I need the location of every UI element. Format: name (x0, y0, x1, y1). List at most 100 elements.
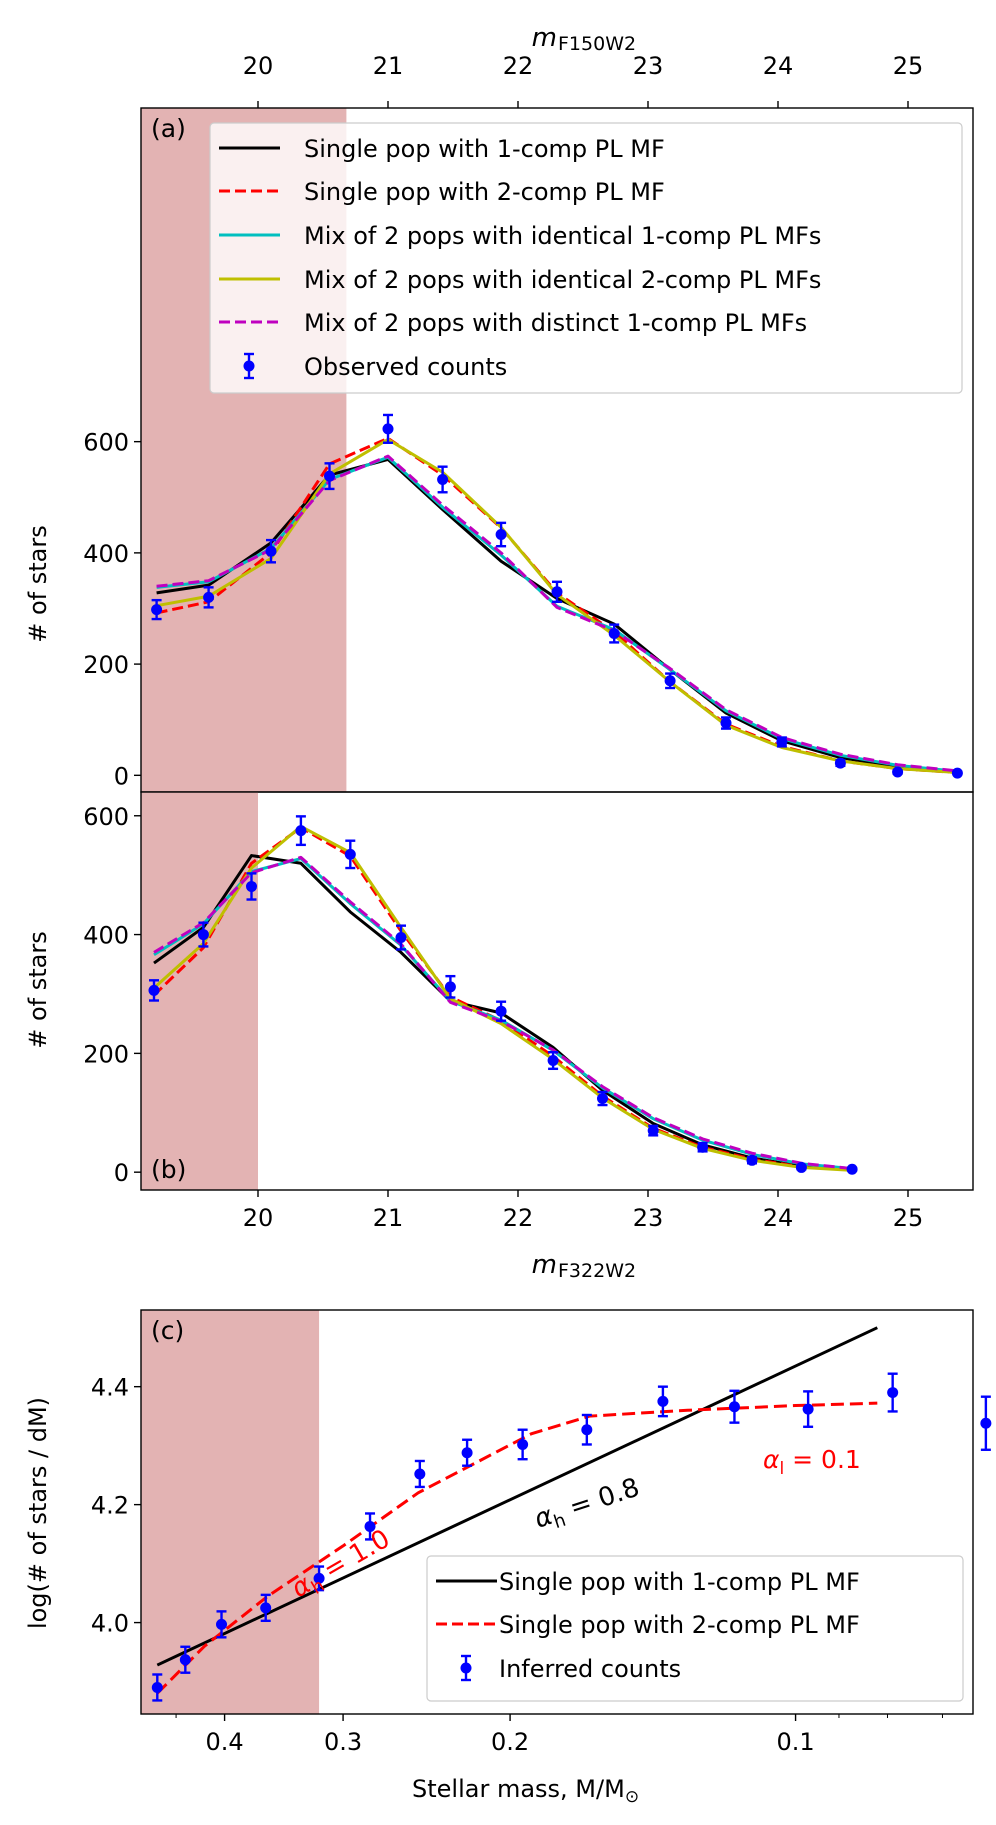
b-observed-point (395, 924, 407, 951)
a-top-xtick-label: 25 (893, 52, 924, 80)
c-marker (151, 1681, 163, 1693)
c-inferred-point (260, 1593, 272, 1623)
a-marker (203, 591, 215, 603)
a-top-xtick-label: 24 (763, 52, 794, 80)
c-inferred-point (581, 1413, 593, 1446)
a-top-xtick-label: 22 (503, 52, 534, 80)
b-observed-point (647, 1124, 659, 1137)
c-legend-entry-0: Single pop with 1-comp PL MF (499, 1568, 860, 1596)
b-observed-point (444, 974, 456, 999)
b-observed-point (795, 1161, 807, 1173)
c-marker (260, 1602, 272, 1614)
a-observed-point (495, 521, 507, 548)
c-ann2-rest: = 0.1 (784, 1445, 861, 1474)
c-legend-entry-2: Inferred counts (499, 1655, 681, 1683)
c-annotation-alpha-l-01: αl = 0.1 (763, 1445, 861, 1479)
a-marker (265, 545, 277, 557)
c-inferred-point (414, 1459, 426, 1489)
c-marker (414, 1468, 426, 1480)
b-observed-point (697, 1141, 709, 1153)
a-top-axis-label: m (532, 23, 557, 53)
c-inferred-point (980, 1395, 992, 1451)
c-series-line-0 (156, 1326, 878, 1667)
c-inferred-point (364, 1512, 376, 1541)
c-marker (657, 1395, 669, 1407)
b-observed-point (547, 1050, 559, 1071)
b-marker (295, 825, 307, 837)
b-marker (597, 1093, 608, 1105)
b-excluded-region (141, 792, 258, 1190)
a-marker (151, 604, 163, 616)
b-xtick-label: 23 (633, 1204, 664, 1232)
c-ytick-label: 4.4 (91, 1374, 129, 1402)
c-marker (461, 1447, 473, 1459)
c-ytick-label: 4.0 (91, 1610, 129, 1638)
c-marker (728, 1401, 740, 1413)
a-marker (495, 529, 507, 541)
b-marker (647, 1125, 659, 1137)
a-legend-marker (243, 360, 255, 372)
c-inferred-point (728, 1389, 740, 1424)
b-ytick-label: 400 (83, 922, 129, 950)
a-legend-entry-5: Observed counts (304, 353, 507, 381)
a-observed-point (324, 462, 335, 491)
b-observed-point (148, 979, 160, 1002)
a-series-line-4 (156, 454, 958, 773)
c-marker (581, 1424, 593, 1436)
b-observed-point (495, 1000, 507, 1022)
b-observed-point (846, 1163, 858, 1175)
a-observed-point (608, 623, 620, 644)
c-xtick-label: 0.4 (206, 1728, 244, 1756)
a-marker (951, 767, 963, 779)
b-observed-point (746, 1154, 758, 1166)
b-marker (395, 932, 407, 944)
c-ytick-label: 4.2 (91, 1492, 129, 1520)
a-ytick-label: 0 (114, 762, 129, 790)
b-marker (846, 1163, 858, 1175)
a-legend-entry-2: Mix of 2 pops with identical 1-comp PL M… (304, 222, 821, 250)
a-top-xtick-label: 21 (373, 52, 404, 80)
a-observed-point (776, 736, 788, 748)
a-top-xtick-label: 23 (633, 52, 664, 80)
c-inferred-point (802, 1390, 814, 1428)
c-marker (216, 1618, 228, 1630)
c-marker (179, 1654, 191, 1666)
a-observed-point (382, 413, 394, 444)
b-xtick-label: 20 (243, 1204, 274, 1232)
a-marker (664, 675, 676, 687)
a-observed-point (265, 538, 277, 564)
a-legend-entry-0: Single pop with 1-comp PL MF (304, 135, 665, 163)
c-ann2-a: α (763, 1445, 780, 1474)
a-ytick-label: 400 (83, 540, 129, 568)
c-inferred-point (657, 1385, 669, 1418)
c-inferred-point (461, 1438, 473, 1467)
b-xtick-label: 22 (503, 1204, 534, 1232)
c-marker (887, 1387, 899, 1399)
c-marker (517, 1438, 529, 1450)
a-top-axis-label-sub: F150W2 (558, 33, 636, 55)
a-legend-entry-3: Mix of 2 pops with identical 2-comp PL M… (304, 266, 821, 294)
a-observed-point (892, 766, 904, 778)
c-legend-box (426, 1555, 964, 1702)
c-legend-entry-1: Single pop with 2-comp PL MF (499, 1611, 860, 1639)
b-xtick-label: 25 (893, 1204, 924, 1232)
a-marker (551, 586, 563, 598)
a-observed-point (951, 767, 963, 779)
b-marker (746, 1154, 758, 1166)
c-x-axis-label-sun: ⊙ (625, 1787, 639, 1807)
c-legend-marker (460, 1662, 472, 1674)
c-xtick-label: 0.1 (776, 1728, 814, 1756)
a-marker (834, 757, 846, 769)
b-observed-point (197, 921, 209, 948)
c-ann2-sub: l (779, 1459, 784, 1479)
a-marker (892, 766, 904, 778)
c-inferred-point (517, 1428, 529, 1461)
b-y-axis-label: # of stars (24, 931, 52, 1049)
c-x-axis-label: Stellar mass, M/M⊙ (412, 1775, 639, 1807)
b-observed-point (597, 1090, 608, 1107)
c-inferred-point (887, 1372, 899, 1413)
c-marker (364, 1520, 376, 1532)
b-observed-point (295, 815, 307, 847)
c-panel-label: (c) (151, 1316, 184, 1345)
